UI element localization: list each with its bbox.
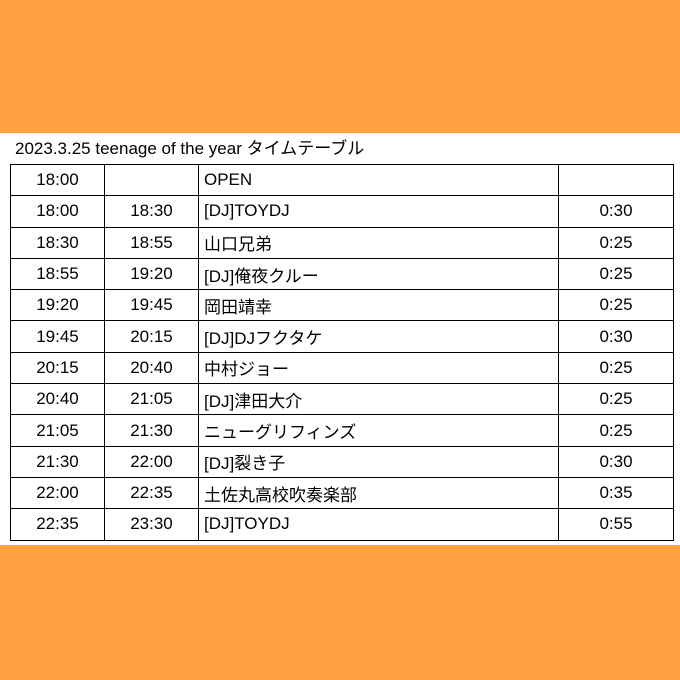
act-name-cell: [DJ]津田大介 (198, 383, 559, 416)
duration-cell: 0:30 (558, 320, 674, 353)
duration-cell: 0:35 (558, 476, 674, 510)
duration-cell: 0:25 (558, 383, 674, 416)
timetable: 18:00 OPEN 18:00 18:30 [DJ]TOYDJ 0:30 18:30 18:… (10, 163, 674, 541)
start-time-cell: 18:00 (10, 163, 105, 197)
start-time-cell: 19:45 (10, 320, 105, 353)
act-name-cell: 土佐丸高校吹奏楽部 (198, 476, 559, 510)
end-time-cell: 21:05 (104, 383, 199, 416)
end-time-cell: 18:30 (104, 195, 199, 228)
act-name-cell: [DJ]TOYDJ (198, 195, 559, 228)
act-name-cell: 山口兄弟 (198, 226, 559, 259)
act-name-cell: [DJ]俺夜クルー (198, 257, 559, 291)
end-time-cell: 21:30 (104, 414, 199, 447)
start-time-cell: 18:00 (10, 195, 105, 228)
table-row: 18:00 18:30 [DJ]TOYDJ 0:30 (10, 195, 674, 228)
timetable-body: 18:00 OPEN 18:00 18:30 [DJ]TOYDJ 0:30 18:30 18:… (10, 163, 674, 541)
end-time-cell: 22:35 (104, 476, 199, 510)
table-row: 19:20 19:45 岡田靖幸 0:25 (10, 289, 674, 322)
duration-cell: 0:25 (558, 257, 674, 291)
table-row: 22:00 22:35 土佐丸高校吹奏楽部 0:35 (10, 476, 674, 510)
start-time-cell: 21:05 (10, 414, 105, 447)
duration-cell: 0:30 (558, 195, 674, 228)
duration-cell: 0:25 (558, 414, 674, 447)
table-row: 18:55 19:20 [DJ]俺夜クルー 0:25 (10, 257, 674, 291)
end-time-cell: 23:30 (104, 508, 199, 541)
act-name-cell: [DJ]裂き子 (198, 445, 559, 478)
act-name-cell: 中村ジョー (198, 351, 559, 385)
end-time-cell: 19:45 (104, 289, 199, 322)
end-time-cell: 20:15 (104, 320, 199, 353)
end-time-cell: 19:20 (104, 257, 199, 291)
table-row: 22:35 23:30 [DJ]TOYDJ 0:55 (10, 508, 674, 541)
start-time-cell: 22:35 (10, 508, 105, 541)
duration-cell: 0:25 (558, 226, 674, 259)
end-time-cell (104, 163, 199, 197)
start-time-cell: 18:55 (10, 257, 105, 291)
table-row: 21:05 21:30 ニューグリフィンズ 0:25 (10, 414, 674, 447)
act-name-cell: OPEN (198, 163, 559, 197)
end-time-cell: 18:55 (104, 226, 199, 259)
start-time-cell: 21:30 (10, 445, 105, 478)
duration-cell: 0:25 (558, 289, 674, 322)
timetable-title: 2023.3.25 teenage of the year タイムテーブル (15, 139, 365, 158)
duration-cell: 0:55 (558, 508, 674, 541)
start-time-cell: 22:00 (10, 476, 105, 510)
duration-cell (558, 163, 674, 197)
table-row: 19:45 20:15 [DJ]DJフクタケ 0:30 (10, 320, 674, 353)
table-row: 20:15 20:40 中村ジョー 0:25 (10, 351, 674, 385)
start-time-cell: 20:15 (10, 351, 105, 385)
table-row: 20:40 21:05 [DJ]津田大介 0:25 (10, 383, 674, 416)
end-time-cell: 22:00 (104, 445, 199, 478)
duration-cell: 0:25 (558, 351, 674, 385)
end-time-cell: 20:40 (104, 351, 199, 385)
table-row: 18:30 18:55 山口兄弟 0:25 (10, 226, 674, 259)
act-name-cell: [DJ]DJフクタケ (198, 320, 559, 353)
table-row: 18:00 OPEN (10, 163, 674, 197)
table-row: 21:30 22:00 [DJ]裂き子 0:30 (10, 445, 674, 478)
act-name-cell: [DJ]TOYDJ (198, 508, 559, 541)
timetable-sheet: 2023.3.25 teenage of the year タイムテーブル 18… (0, 133, 680, 545)
start-time-cell: 20:40 (10, 383, 105, 416)
duration-cell: 0:30 (558, 445, 674, 478)
act-name-cell: ニューグリフィンズ (198, 414, 559, 447)
start-time-cell: 18:30 (10, 226, 105, 259)
act-name-cell: 岡田靖幸 (198, 289, 559, 322)
start-time-cell: 19:20 (10, 289, 105, 322)
